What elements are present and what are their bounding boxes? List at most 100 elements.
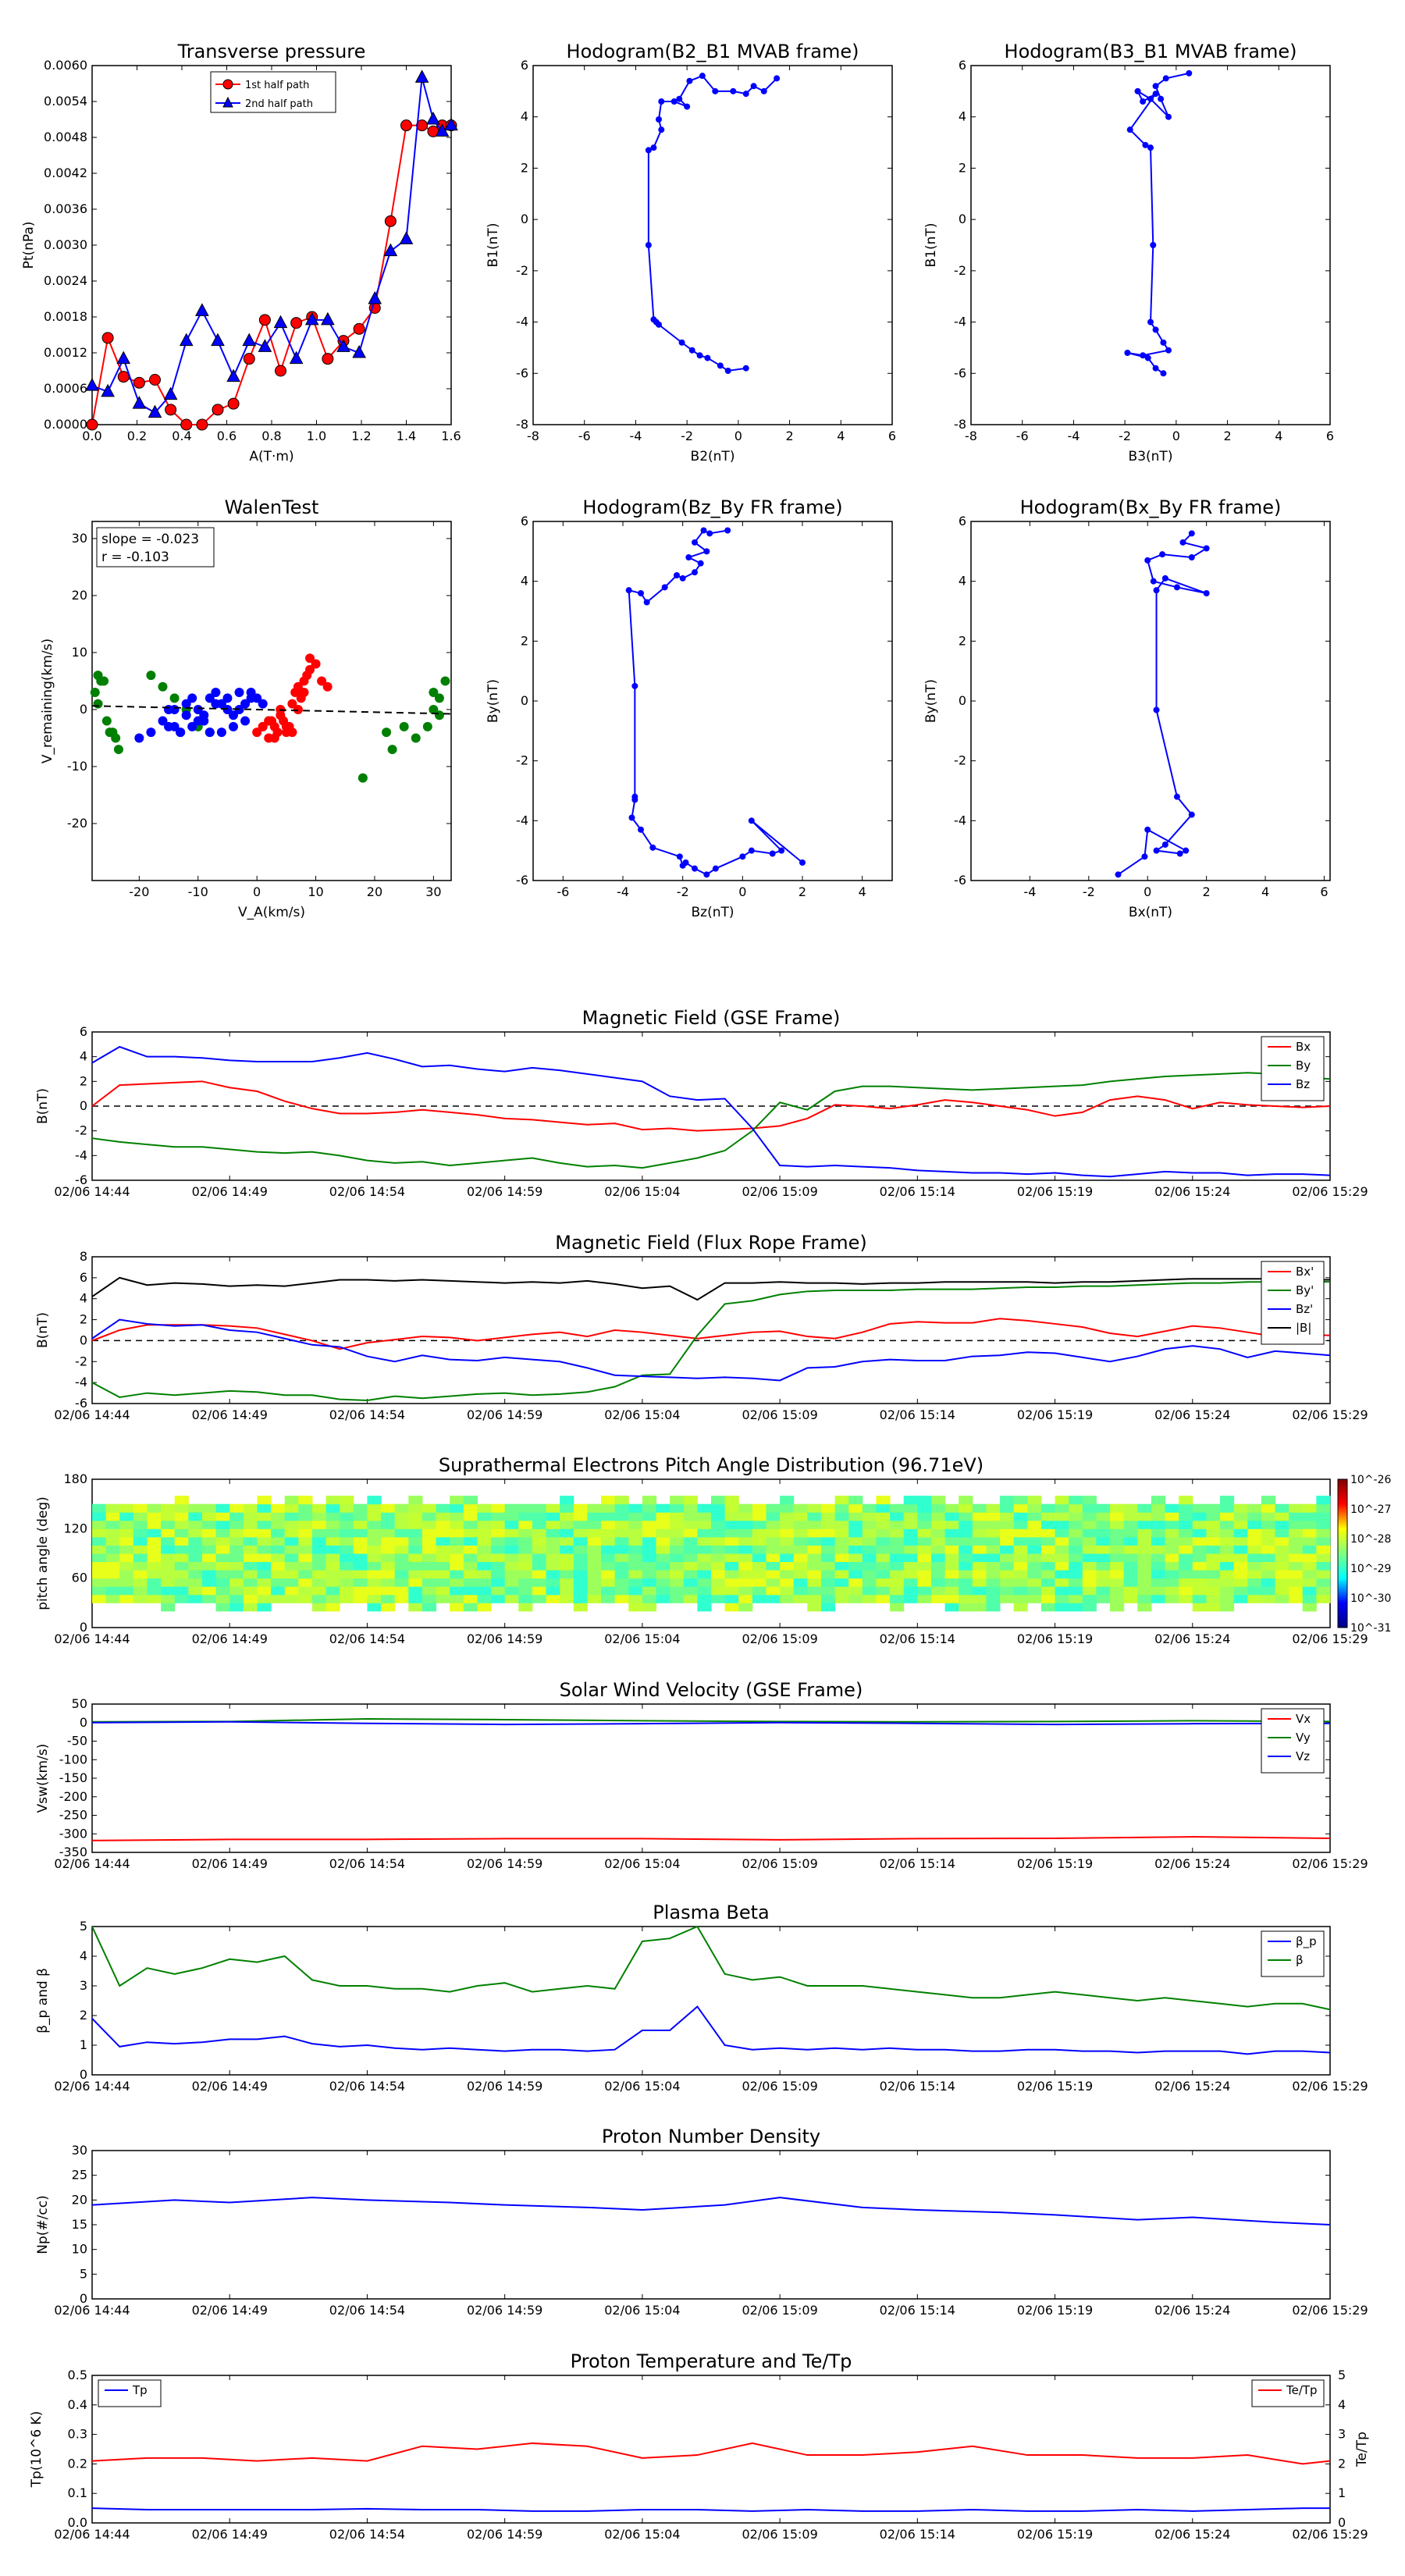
heatmap-cell: [670, 1553, 685, 1563]
y2-tick-label: 2: [1338, 2456, 1346, 2471]
heatmap-cell: [1151, 1553, 1166, 1563]
heatmap-cell: [298, 1512, 313, 1521]
hodogram-point: [769, 850, 776, 857]
y-tick-label: -2: [954, 753, 966, 768]
hodogram-point: [625, 587, 632, 594]
heatmap-cell: [105, 1578, 120, 1587]
heatmap-cell: [463, 1578, 478, 1587]
hodogram-point: [724, 368, 731, 374]
heatmap-cell: [1069, 1512, 1083, 1521]
heatmap-cell: [780, 1594, 795, 1603]
heatmap-cell: [408, 1520, 423, 1529]
heatmap-cell: [1110, 1536, 1125, 1546]
heatmap-cell: [807, 1586, 822, 1596]
heatmap-cell: [1192, 1528, 1207, 1538]
y-axis-label: pitch angle (deg): [35, 1496, 51, 1610]
heatmap-cell: [340, 1536, 354, 1546]
series-line: [91, 2005, 1331, 2055]
heatmap-cell: [284, 1528, 299, 1538]
heatmap-cell: [161, 1520, 176, 1529]
heatmap-cell: [1151, 1536, 1166, 1546]
heatmap-cell: [271, 1570, 286, 1579]
heatmap-cell: [1110, 1528, 1125, 1538]
heatmap-cell: [353, 1503, 368, 1513]
heatmap-cell: [670, 1561, 685, 1571]
heatmap-cell: [724, 1553, 739, 1563]
heatmap-cell: [477, 1528, 492, 1538]
heatmap-cell: [92, 1545, 107, 1554]
heatmap-cell: [724, 1545, 739, 1554]
heatmap-cell: [463, 1503, 478, 1513]
heatmap-cell: [766, 1520, 781, 1529]
heatmap-cell: [670, 1528, 685, 1538]
heatmap-cell: [477, 1520, 492, 1529]
heatmap-cell: [1013, 1586, 1028, 1596]
heatmap-cell: [944, 1553, 959, 1563]
heatmap-cell: [477, 1594, 492, 1603]
heatmap-cell: [257, 1570, 272, 1579]
heatmap-cell: [876, 1578, 891, 1587]
y-tick-label: 6: [959, 514, 966, 528]
walen-point: [434, 710, 444, 720]
hodogram-point: [712, 865, 719, 872]
heatmap-cell: [257, 1503, 272, 1513]
heatmap-cell: [463, 1603, 478, 1612]
heatmap-cell: [408, 1578, 423, 1587]
walen-point: [187, 721, 197, 731]
x-tick-label: 4: [837, 429, 845, 443]
time-tick-label: 02/06 14:54: [329, 1856, 405, 1871]
y-tick-label: 5: [80, 1919, 87, 1934]
y-axis-label: V_remaining(km/s): [40, 639, 55, 763]
data-point: [116, 350, 131, 365]
heatmap-cell: [188, 1578, 203, 1587]
x-tick-label: -6: [1016, 429, 1029, 443]
heatmap-cell: [133, 1528, 148, 1538]
heatmap-cell: [1000, 1496, 1015, 1505]
heatmap-cell: [738, 1520, 753, 1529]
heatmap-cell: [381, 1545, 396, 1554]
heatmap-cell: [930, 1536, 946, 1546]
heatmap-cell: [1137, 1553, 1152, 1563]
heatmap-cell: [133, 1545, 148, 1554]
heatmap-cell: [930, 1561, 946, 1571]
walen-point: [222, 693, 233, 703]
heatmap-cell: [834, 1545, 849, 1554]
heatmap-cell: [133, 1578, 148, 1587]
data-point: [196, 418, 208, 431]
heatmap-cell: [642, 1570, 657, 1579]
heatmap-cell: [917, 1520, 932, 1529]
x-axis-label: B2(nT): [691, 449, 735, 464]
heatmap-cell: [738, 1503, 753, 1513]
heatmap-cell: [1220, 1586, 1235, 1596]
y-tick-label: 25: [72, 2168, 87, 2183]
heatmap-cell: [711, 1512, 726, 1521]
x-axis-label: V_A(km/s): [238, 905, 305, 920]
heatmap-cell: [1055, 1503, 1069, 1513]
heatmap-cell: [133, 1512, 148, 1521]
heatmap-cell: [1247, 1594, 1262, 1603]
time-tick-label: 02/06 15:09: [742, 2527, 817, 2542]
heatmap-cell: [807, 1503, 822, 1513]
time-tick-label: 02/06 14:49: [192, 1407, 268, 1422]
heatmap-cell: [972, 1503, 987, 1513]
heatmap-cell: [491, 1512, 506, 1521]
heatmap-cell: [463, 1553, 478, 1563]
y-tick-label: 6: [521, 58, 528, 73]
heatmap-cell: [353, 1545, 368, 1554]
plot-title: Proton Temperature and Te/Tp: [571, 2350, 852, 2372]
hodogram-point: [717, 362, 724, 369]
time-tick-label: 02/06 15:19: [1017, 2527, 1093, 2542]
x-tick-label: 6: [888, 429, 896, 443]
heatmap-cell: [436, 1553, 450, 1563]
heatmap-cell: [367, 1503, 382, 1513]
heatmap-cell: [959, 1553, 973, 1563]
y-tick-label: 1: [80, 2037, 87, 2052]
series-line: [91, 1072, 1331, 1169]
heatmap-cell: [848, 1512, 863, 1521]
x-axis-label: Bz(nT): [691, 905, 734, 920]
heatmap-cell: [257, 1520, 272, 1529]
heatmap-cell: [1040, 1512, 1056, 1521]
walen-point: [434, 693, 444, 703]
y-tick-label: 0.0060: [44, 58, 87, 73]
heatmap-cell: [986, 1520, 1001, 1529]
